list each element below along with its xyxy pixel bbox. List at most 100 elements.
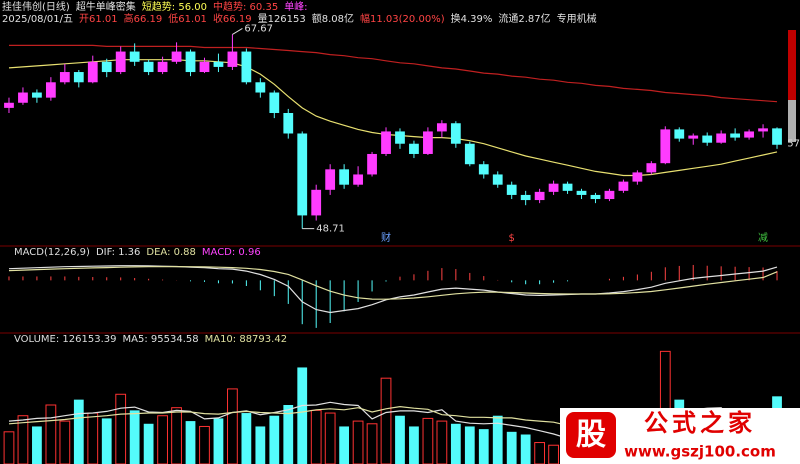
panel-title: MACD(12,26,9) [14,247,90,258]
candle-body [143,61,154,73]
header-text: 单峰: [284,1,307,13]
candle-body [576,190,587,195]
max-pointer [232,28,243,35]
candle-body [381,131,391,154]
header-text: 收66.19 [213,12,252,25]
candle-body [185,51,196,73]
candle-body [758,128,768,132]
volume-bar [241,413,252,464]
candle-body [562,183,573,191]
volume-bar [492,415,503,464]
header-text: 幅11.03(20.00%) [360,12,445,25]
candle-body [450,123,461,144]
panel-legend: MA5: 95534.58 [123,334,199,345]
candle-body [590,194,601,200]
candle-body [59,72,70,83]
candle-body [534,191,545,201]
candle-body [395,131,405,144]
panel-title: VOLUME: 126153.39 [14,334,117,345]
candle-body [464,143,475,165]
candle-body [674,129,685,139]
candle-body [436,123,447,132]
candle-body [297,133,308,216]
volume-bar [115,393,127,464]
candle-body [492,174,503,185]
volume-bar [380,377,392,464]
watermark-logo-box [566,412,616,458]
header-text: 专用机械 [557,12,597,25]
candle-body [506,184,517,195]
candle-body [157,61,168,73]
candle-body [18,92,28,103]
candle-body [730,133,741,138]
candle-body [73,72,84,83]
candle-body [702,135,713,143]
dif-line [8,265,778,314]
candle-body [325,169,336,190]
event-marker: $ [509,233,515,244]
candle-body [618,181,629,191]
volume-bar [478,429,489,464]
volume-bar [73,399,84,464]
candle-body [269,92,280,114]
candle-body [646,163,657,173]
candle-body [353,174,363,185]
volume-bar [269,415,280,464]
volume-bar [227,388,238,464]
header-text: 挂佳伟创(日线) [2,0,70,13]
max-label: 67.67 [244,23,273,34]
candle-body [632,172,643,182]
candle-body [32,92,42,98]
event-marker: 财 [381,231,391,244]
candle-body [227,51,238,67]
candle-body [311,189,322,216]
volume-bar [59,420,71,464]
volume-bar [450,423,461,464]
candle-body [716,133,727,143]
volume-bar [199,425,210,464]
volume-bar [352,420,364,464]
header-text: 2025/08/01/五 [2,14,73,25]
header-text: 额8.08亿 [312,12,354,25]
volume-bar [213,418,224,464]
volume-bar [171,407,182,464]
volume-bar [143,423,154,464]
volume-bar [659,350,671,464]
candle-body [199,61,210,73]
volume-bar [129,410,140,464]
min-label: 48.71 [316,224,345,235]
candle-body [660,129,671,164]
candle-body [101,61,112,73]
watermark-logo: 股 [576,418,606,453]
moving-average [9,44,778,103]
volume-bar [409,426,419,464]
last-label: 57 [787,139,800,150]
candle-body [255,82,266,93]
volume-bar [506,431,517,464]
volume-bar [297,367,308,464]
candle-body [688,135,699,139]
header-text: 高66.19 [124,12,163,25]
panel-legend: MA10: 88793.42 [205,334,287,345]
volume-bar [520,434,531,464]
volume-bar [464,426,475,464]
volume-bar [283,405,294,464]
candle-body [283,113,294,134]
candle-body [409,143,419,154]
volume-bar [185,421,196,464]
volume-bar [255,426,266,464]
candle-body [213,61,224,67]
dea-line [8,266,778,300]
candle-body [772,128,782,145]
panel-legend: DIF: 1.36 [96,247,140,258]
side-indicator [788,30,796,100]
header-text: 低61.01 [168,12,207,25]
volume-bar [339,426,350,464]
candle-body [241,51,252,83]
candle-body [115,51,126,73]
header-text: 超牛单峰密集 [76,0,136,13]
watermark-url: www.gszj100.com [624,443,776,461]
volume-bar [32,426,42,464]
